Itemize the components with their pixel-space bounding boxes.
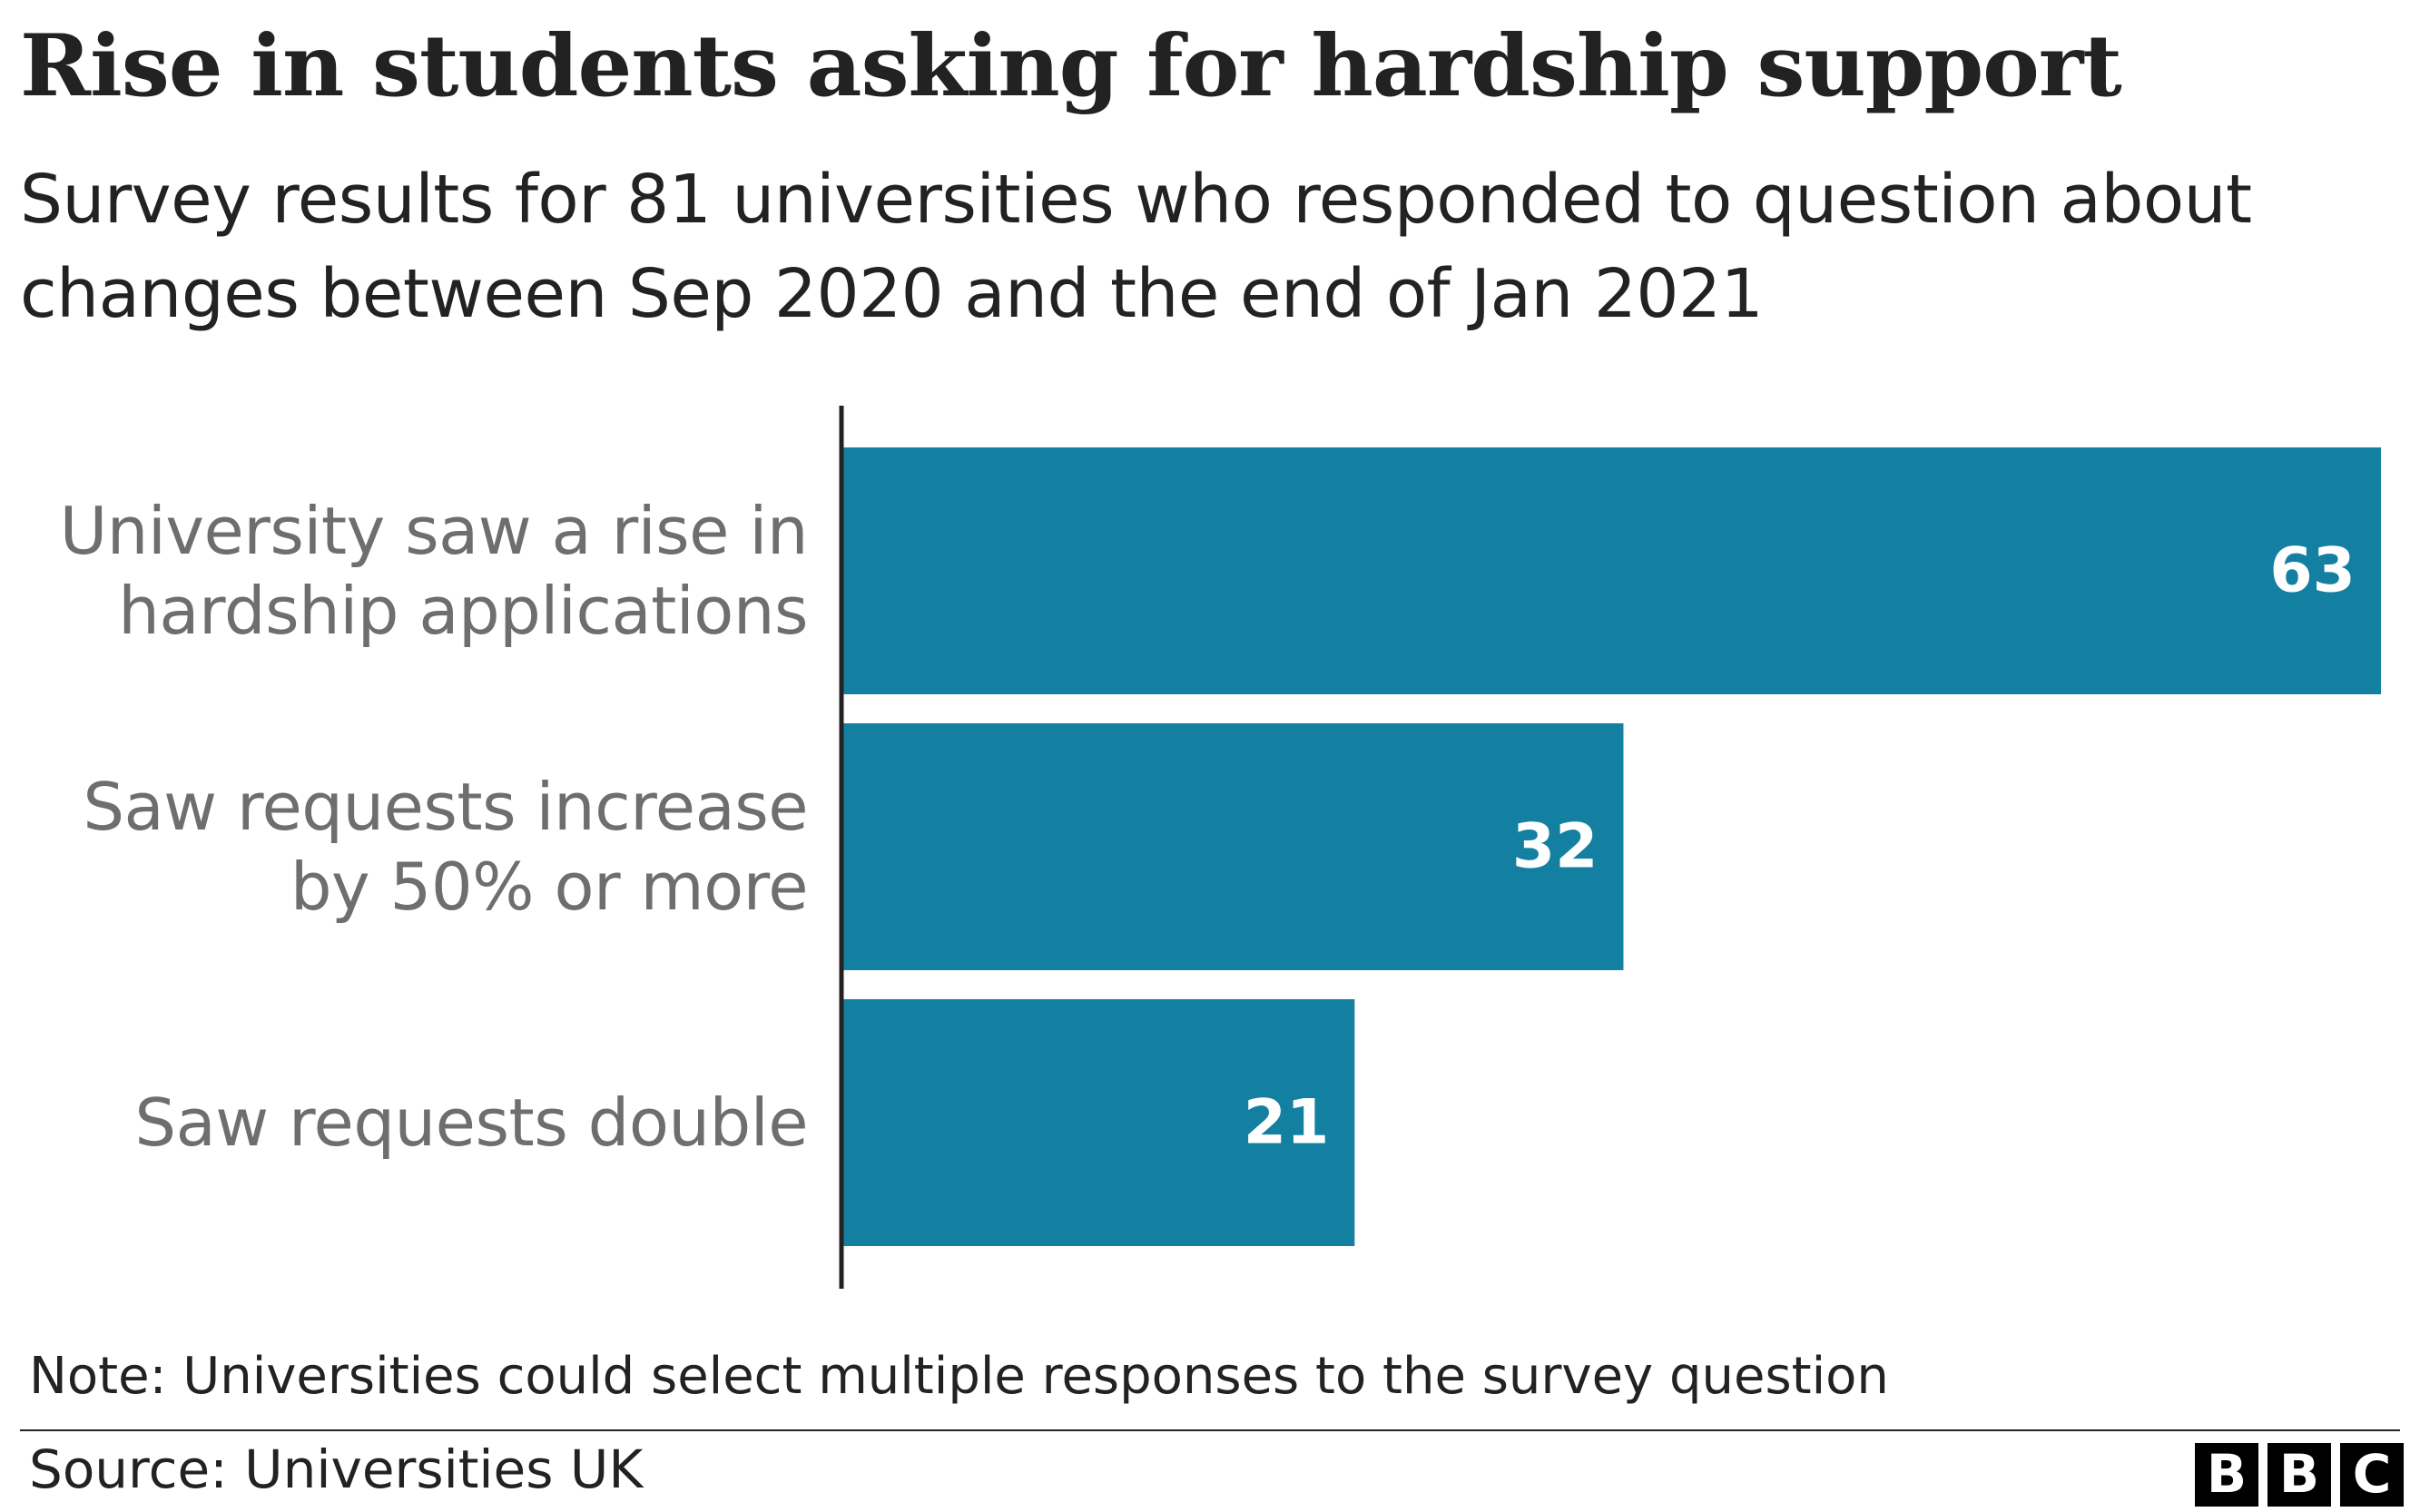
logo-letter: B: [2207, 1443, 2247, 1505]
logo-letter: C: [2353, 1443, 2392, 1505]
chart-title: Rise in students asking for hardship sup…: [20, 16, 2122, 116]
note: Note: Universities could select multiple…: [29, 1347, 1889, 1406]
logo-box: [2268, 1443, 2331, 1507]
source: Source: Universities UK: [29, 1438, 644, 1500]
value-label: 32: [1512, 811, 1599, 883]
bar: [841, 999, 1355, 1246]
y-tick-label: Saw requests double: [134, 1085, 808, 1161]
logo-box: [2340, 1443, 2404, 1507]
chart-subtitle: Survey results for 81 universities who r…: [20, 161, 2252, 333]
y-tick-label: University saw a rise in hardship applic…: [59, 493, 809, 649]
y-tick-label: Saw requests increase by 50% or more: [83, 769, 808, 925]
logo-box: [2195, 1443, 2258, 1507]
value-label: 63: [2269, 535, 2356, 607]
value-label: 21: [1244, 1087, 1330, 1159]
bar: [841, 447, 2381, 694]
bar: [841, 723, 1624, 970]
logo-letter: B: [2279, 1443, 2319, 1505]
